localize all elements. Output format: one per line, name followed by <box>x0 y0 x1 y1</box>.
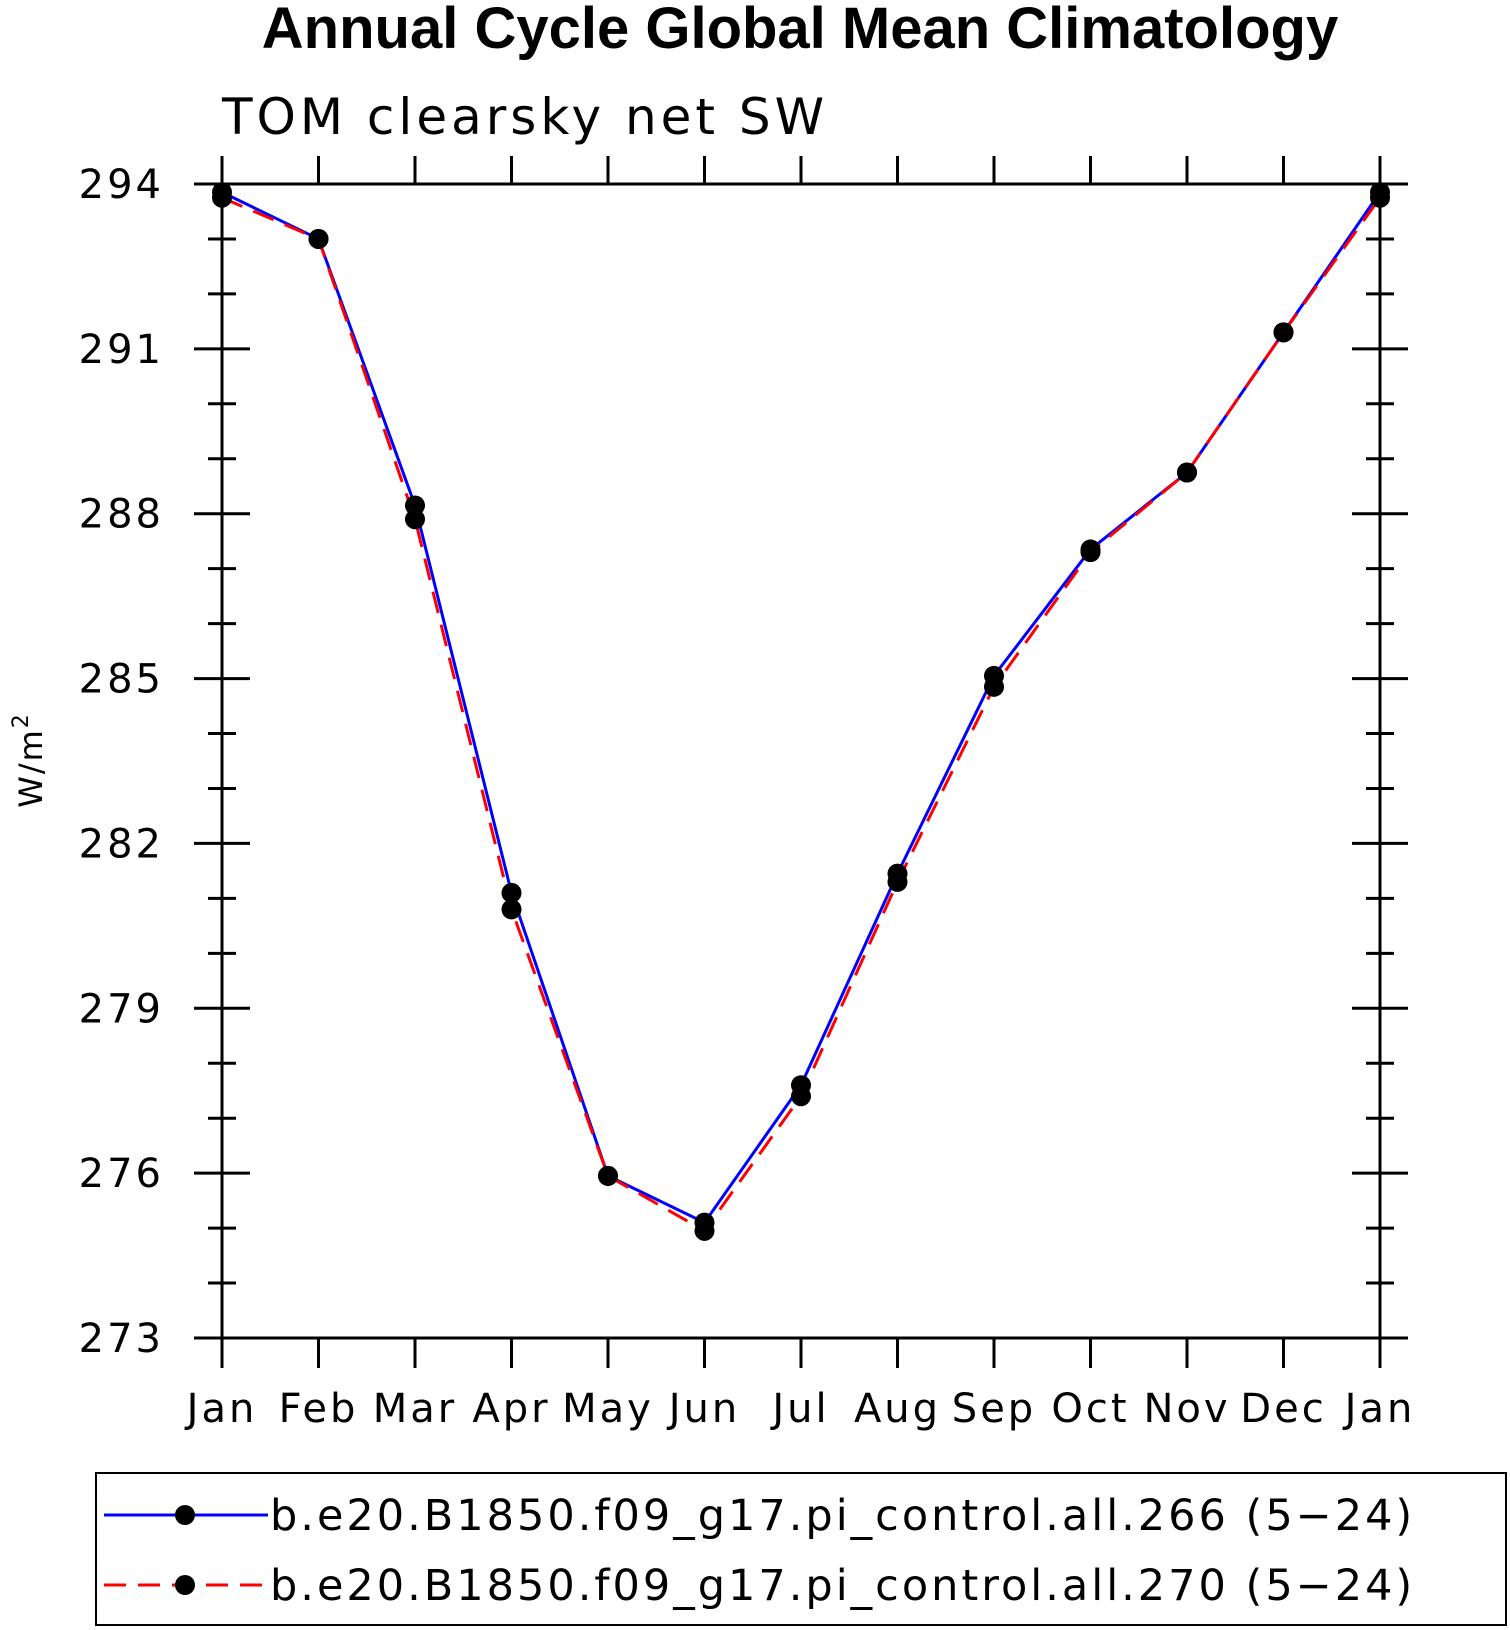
series-2-point <box>501 899 522 920</box>
y-tick-label: 282 <box>79 821 164 867</box>
y-ticks: 273 276 279 282 285 288 291 294 <box>79 162 1408 1362</box>
series-2-point <box>598 1165 618 1186</box>
x-tick-label: Nov <box>1143 1386 1230 1432</box>
series-2-point <box>984 676 1004 697</box>
x-tick-label: May <box>562 1386 654 1432</box>
series-2-point <box>791 1086 811 1107</box>
y-axis-label-superscript: 2 <box>9 712 34 728</box>
legend-marker-1 <box>175 1505 195 1525</box>
x-tick-label: Apr <box>472 1386 550 1432</box>
y-tick-label: 288 <box>79 492 164 538</box>
x-ticks: Jan Feb Mar Apr May Jun Jul Aug Sep Oct Nov Dec Jan <box>184 156 1416 1432</box>
y-tick-label: 294 <box>79 162 164 208</box>
y-tick-label: 276 <box>79 1151 164 1197</box>
y-tick-label: 273 <box>79 1316 164 1362</box>
series-line-1 <box>221 190 1382 1225</box>
series-2-point <box>887 871 908 892</box>
series-1-point <box>405 495 425 516</box>
chart-title: Annual Cycle Global Mean Climatology <box>262 0 1338 61</box>
y-tick-label: 285 <box>79 657 164 703</box>
legend-box <box>95 1472 1507 1626</box>
x-tick-label: Aug <box>854 1386 941 1432</box>
x-tick-label: Sep <box>952 1386 1036 1432</box>
series-2-point <box>1177 462 1197 483</box>
plot-frame <box>220 182 1382 1340</box>
series-2-point <box>1370 187 1390 208</box>
legend-label-2: b.e20.B1850.f09_g17.pi_control.all.270 (… <box>270 1561 1415 1611</box>
chart-subtitle: TOM clearsky net SW <box>221 88 828 146</box>
series-layer <box>212 182 1390 1241</box>
svg-text:W/m2: W/m2 <box>9 712 50 808</box>
x-tick-label: Dec <box>1240 1386 1326 1432</box>
x-tick-label: Jan <box>184 1386 258 1432</box>
x-tick-label: Mar <box>373 1386 457 1432</box>
x-tick-label: Jul <box>769 1386 829 1432</box>
x-tick-label: Oct <box>1051 1386 1129 1432</box>
y-axis-label: W/m2 <box>9 712 50 808</box>
legend-marker-2 <box>175 1575 195 1595</box>
series-2-point <box>212 187 232 208</box>
x-tick-label: Jan <box>1342 1386 1416 1432</box>
y-axis-label-text: W/m <box>12 728 50 808</box>
series-2-point <box>405 509 425 530</box>
x-tick-label: Feb <box>279 1386 359 1432</box>
x-tick-label: Jun <box>666 1386 741 1432</box>
legend: b.e20.B1850.f09_g17.pi_control.all.266 (… <box>95 1472 1507 1626</box>
legend-label-1: b.e20.B1850.f09_g17.pi_control.all.266 (… <box>270 1491 1415 1541</box>
series-2-point <box>308 228 329 249</box>
y-tick-label: 279 <box>79 986 164 1032</box>
y-tick-label: 291 <box>79 327 164 373</box>
series-2-point <box>1080 542 1101 563</box>
series-1-point <box>501 882 522 903</box>
series-2-point <box>1273 322 1294 343</box>
series-2-point <box>694 1220 715 1241</box>
